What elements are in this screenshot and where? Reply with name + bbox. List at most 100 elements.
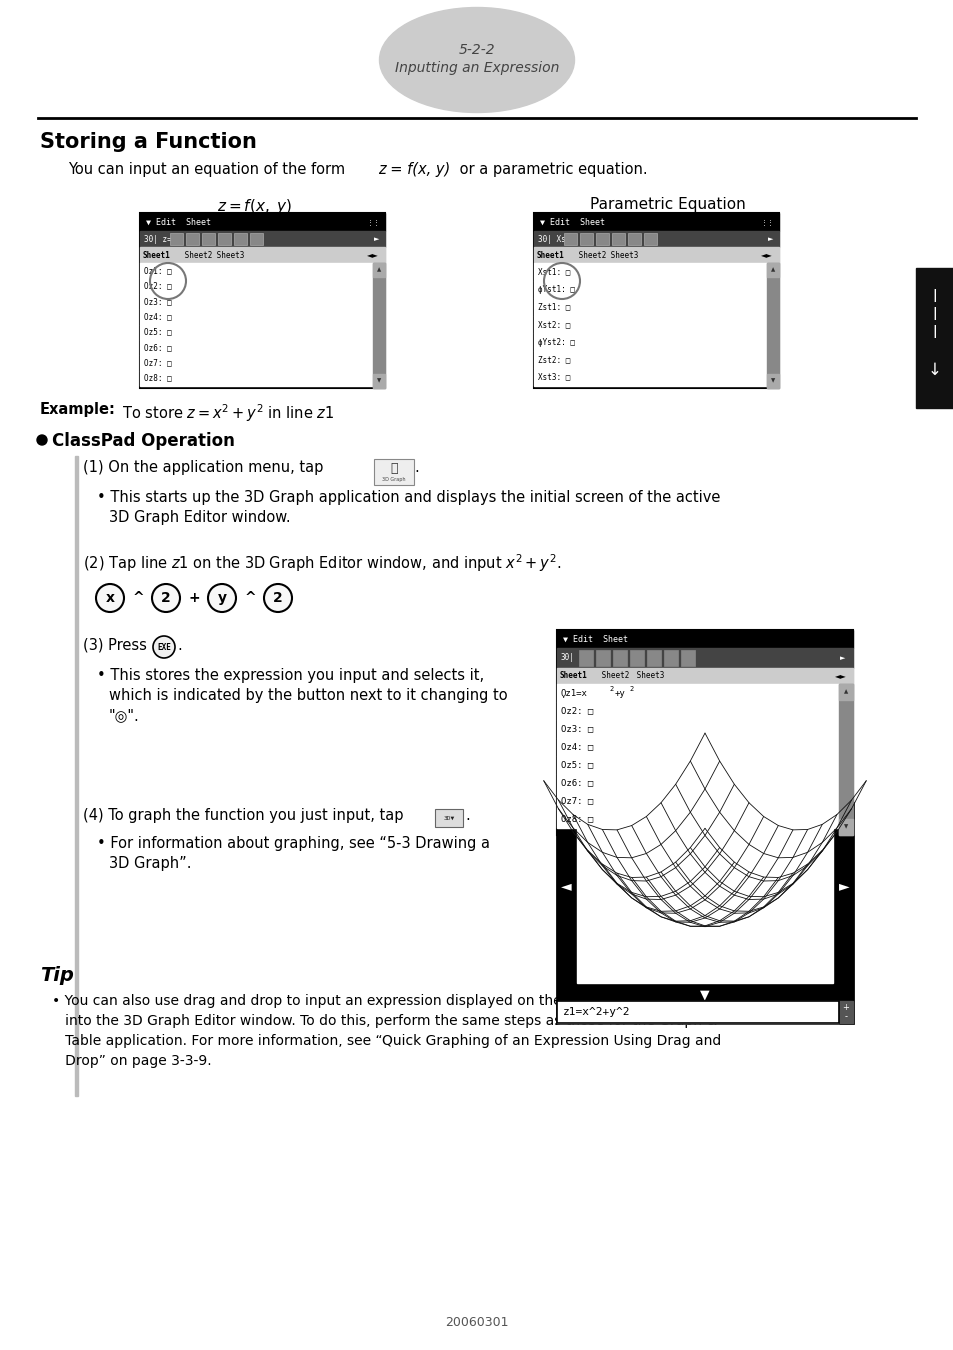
Text: 3D Graph”.: 3D Graph”. [109, 856, 192, 871]
Bar [557, 792, 838, 810]
Text: ▼: ▼ [376, 378, 381, 383]
Text: 30| z=: 30| z= [144, 235, 172, 243]
Text: Sheet2: Sheet2 [180, 251, 213, 259]
Text: 2: 2 [161, 591, 171, 605]
Bar [557, 648, 852, 668]
Text: ►: ► [838, 880, 848, 894]
Bar [140, 247, 385, 263]
Bar [612, 234, 624, 244]
Text: Oz4: □: Oz4: □ [560, 743, 593, 752]
Text: Sheet1: Sheet1 [143, 251, 171, 259]
Text: Oz5: □: Oz5: □ [144, 328, 172, 336]
Text: • This stores the expression you input and selects it,: • This stores the expression you input a… [97, 668, 483, 683]
Text: EXE: EXE [157, 643, 171, 652]
Bar [218, 234, 231, 244]
Text: Sheet1: Sheet1 [537, 251, 564, 259]
Bar [613, 649, 626, 666]
Bar [663, 649, 678, 666]
Text: ▲: ▲ [843, 690, 847, 694]
Text: 30| Xst: 30| Xst [537, 235, 570, 243]
Text: |: | [932, 289, 937, 301]
Text: Parametric Equation: Parametric Equation [590, 197, 745, 212]
Bar [373, 374, 385, 387]
Text: Oz2: □: Oz2: □ [560, 706, 593, 716]
Text: Drop” on page 3-3-9.: Drop” on page 3-3-9. [52, 1054, 212, 1068]
Circle shape [37, 435, 47, 446]
Bar [140, 231, 385, 247]
Text: ↓: ↓ [927, 360, 941, 379]
Text: Oz5: □: Oz5: □ [560, 760, 593, 770]
Text: +y: +y [615, 688, 625, 698]
Text: (2) Tap line $z$1 on the 3D Graph Editor window, and input $x^2 + y^2$.: (2) Tap line $z$1 on the 3D Graph Editor… [83, 552, 560, 574]
Text: z = f(x, y): z = f(x, y) [377, 162, 450, 177]
Text: Example:: Example: [40, 402, 115, 417]
Text: ϕYst1: □: ϕYst1: □ [537, 285, 575, 294]
Bar [680, 649, 695, 666]
Bar [140, 324, 373, 340]
Bar [140, 355, 373, 371]
Text: ClassPad Operation: ClassPad Operation [52, 432, 234, 450]
Bar [534, 281, 766, 298]
Bar [557, 684, 838, 702]
Bar [534, 369, 766, 386]
Bar [534, 247, 779, 263]
Text: Xst3: □: Xst3: □ [537, 373, 570, 382]
Bar [766, 263, 779, 387]
Bar [140, 213, 385, 231]
Text: Ϙz1=x: Ϙz1=x [560, 688, 587, 698]
Text: Oz7: □: Oz7: □ [144, 359, 172, 367]
Bar [140, 278, 373, 294]
Text: ^: ^ [244, 591, 255, 605]
Bar [577, 813, 832, 983]
Text: Tip: Tip [40, 967, 73, 985]
Text: into the 3D Graph Editor window. To do this, perform the same steps as those for: into the 3D Graph Editor window. To do t… [52, 1014, 717, 1027]
Bar [140, 309, 373, 324]
Text: 30|: 30| [560, 653, 575, 663]
Bar [534, 316, 766, 333]
Text: $z = f(x,\ y)$: $z = f(x,\ y)$ [217, 197, 293, 216]
Text: Oz3: □: Oz3: □ [144, 297, 172, 306]
Text: |: | [932, 324, 937, 338]
Text: (4) To graph the function you just input, tap: (4) To graph the function you just input… [83, 809, 403, 824]
Bar [534, 298, 766, 316]
Text: You can input an equation of the form: You can input an equation of the form [68, 162, 354, 177]
Bar [557, 720, 838, 738]
Bar [534, 213, 779, 387]
Text: ◄►: ◄► [367, 251, 378, 259]
Text: 2: 2 [273, 591, 283, 605]
Bar [373, 263, 385, 387]
Text: which is indicated by the button next to it changing to: which is indicated by the button next to… [109, 688, 507, 703]
Text: 5-2-2: 5-2-2 [458, 43, 495, 57]
Bar [646, 649, 660, 666]
Text: |: | [932, 306, 937, 320]
Text: or a parametric equation.: or a parametric equation. [455, 162, 647, 177]
Text: .: . [177, 639, 182, 653]
Text: ⋮⋮: ⋮⋮ [760, 219, 774, 225]
Text: ϕYst2: □: ϕYst2: □ [537, 338, 575, 347]
Bar [534, 213, 779, 231]
Text: To store $z = x^2 + y^2$ in line $z$1: To store $z = x^2 + y^2$ in line $z$1 [112, 402, 334, 424]
Text: Xst1: □: Xst1: □ [537, 267, 570, 277]
Text: ▲: ▲ [376, 267, 381, 273]
Circle shape [152, 585, 180, 612]
Text: Sheet2: Sheet2 [597, 671, 629, 680]
Text: Xst2: □: Xst2: □ [537, 320, 570, 329]
Text: +: + [188, 591, 199, 605]
Bar [915, 269, 953, 408]
Text: .: . [414, 460, 418, 475]
Bar [557, 668, 852, 684]
Text: Inputting an Expression: Inputting an Expression [395, 61, 558, 76]
Text: ▼: ▼ [843, 825, 847, 829]
Text: • For information about graphing, see “5-3 Drawing a: • For information about graphing, see “5… [97, 836, 490, 850]
Text: Table application. For more information, see “Quick Graphing of an Expression Us: Table application. For more information,… [52, 1034, 720, 1048]
Bar [140, 371, 373, 386]
Text: • This starts up the 3D Graph application and displays the initial screen of the: • This starts up the 3D Graph applicatio… [97, 490, 720, 505]
Bar [643, 234, 657, 244]
Text: Storing a Function: Storing a Function [40, 132, 256, 153]
Bar [629, 649, 643, 666]
Bar [140, 294, 373, 309]
Bar [534, 263, 766, 281]
Text: 2: 2 [628, 686, 633, 693]
Text: ⛵: ⛵ [390, 463, 397, 475]
Bar [140, 263, 373, 278]
